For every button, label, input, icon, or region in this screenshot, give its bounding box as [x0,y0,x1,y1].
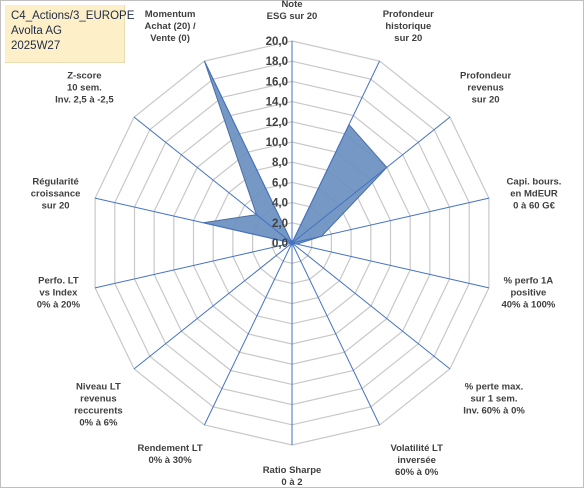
radar-spokes [94,41,490,445]
axis-label-line: Inv. 60% à 0% [463,405,525,416]
axis-label-line: Rendement LT [137,443,202,454]
axis-label-line: Régularité [32,177,78,188]
axis-label-line: sur 20 [472,95,500,106]
axis-label-line: positive [510,287,546,298]
axis-label-line: Ratio Sharpe [263,465,322,476]
tick-label: 14,0 [266,97,288,109]
axis-label: % perte max. sur 1 sem. Inv. 60% à 0% [463,381,525,416]
axis-label: Capi. bours. en MdEUR 0 à 60 G€ [507,177,562,212]
axis-label-line: inversée [397,455,436,466]
axis-label: Ratio Sharpe 0 à 2 [263,465,322,488]
axis-label: Perfo. LT vs Index 0% à 20% [37,275,81,310]
axis-label-line: Z-score [67,71,101,82]
tick-label: 8,0 [272,157,288,169]
axis-label: Rendement LT 0% à 30% [137,443,202,466]
axis-spoke [133,242,293,370]
axis-spoke [291,60,381,244]
axis-label: Niveau LT revenus reccurents 0% à 6% [74,381,123,428]
axis-label-line: Momentum [145,9,196,20]
series-area [203,60,388,245]
axis-label: % perfo 1A positive 40% à 100% [501,275,555,310]
axis-spoke [291,116,451,244]
info-category: C4_Actions/3_EUROPE [11,10,135,22]
axis-label-line: reccurents [74,405,123,416]
axis-label-line: ESG sur 20 [267,11,318,22]
axis-label-line: 0 à 60 G€ [513,201,555,212]
axis-label-line: Volatilité LT [390,443,443,454]
axis-label-line: 0 à 2 [281,477,302,488]
axis-spoke [291,242,490,289]
axis-spoke [133,116,293,244]
info-week: 2025W27 [11,40,61,52]
axis-label-line: Achat (20) / [144,21,196,32]
axis-label-line: revenus [467,83,503,94]
tick-label: 4,0 [272,198,288,210]
axis-label-line: sur 20 [394,33,422,44]
tick-label: 0,0 [272,238,288,250]
axis-label-line: croissance [31,189,81,200]
axis-label-line: 10 sem. [67,83,102,94]
axis-label: Note ESG sur 20 [267,0,318,22]
tick-label: 16,0 [266,76,288,88]
tick-label: 6,0 [272,177,288,189]
info-company: Avolta AG [11,25,62,37]
axis-spoke [203,60,293,244]
tick-label: 2,0 [272,218,288,230]
axis-spoke [291,197,490,244]
axis-spoke [291,242,451,370]
axis-label-line: historique [385,21,431,32]
axis-label: Volatilité LT inversée 60% à 0% [390,443,443,478]
axis-label-line: sur 20 [42,201,70,212]
tick-label: 10,0 [266,137,288,149]
info-box: C4_Actions/3_EUROPE Avolta AG 2025W27 [5,5,135,63]
axis-label-line: 60% à 0% [395,467,439,478]
axis-label: Profondeur revenus sur 20 [460,71,511,106]
axis-label-line: Profondeur [460,71,511,82]
axis-label-line: Capi. bours. [507,177,562,188]
axis-label-line: 0% à 20% [37,299,81,310]
tick-label: 18,0 [266,56,288,68]
axis-label-line: Inv. 2,5 à -2,5 [55,95,114,106]
axis-label: Profondeur historique sur 20 [383,9,434,44]
axis-label-line: % perte max. [465,381,524,392]
axis-spoke [291,242,381,426]
axis-label-line: 0% à 6% [79,417,118,428]
axis-label-line: Niveau LT [76,381,121,392]
axis-label-line: Perfo. LT [38,275,79,286]
axis-label-line: % perfo 1A [504,275,554,286]
axis-label-line: 40% à 100% [501,299,555,310]
tick-label: 12,0 [266,117,288,129]
tick-label: 20,0 [266,36,288,48]
axis-label-line: Vente (0) [150,33,190,44]
axis-label-line: Profondeur [383,9,434,20]
axis-label-line: vs Index [39,287,78,298]
axis-label-line: 0% à 30% [148,455,192,466]
axis-spoke [203,242,293,426]
axis-spoke [94,242,293,289]
axis-label-line: Note [281,0,302,10]
axis-label-line: revenus [80,393,116,404]
axis-label: Régularité croissance sur 20 [31,177,81,212]
axis-spoke [94,197,293,244]
axis-label-line: en MdEUR [510,189,558,200]
axis-label-line: sur 1 sem. [471,393,518,404]
axis-label: Z-score 10 sem. Inv. 2,5 à -2,5 [55,71,114,106]
axis-label: Momentum Achat (20) / Vente (0) [144,9,196,44]
